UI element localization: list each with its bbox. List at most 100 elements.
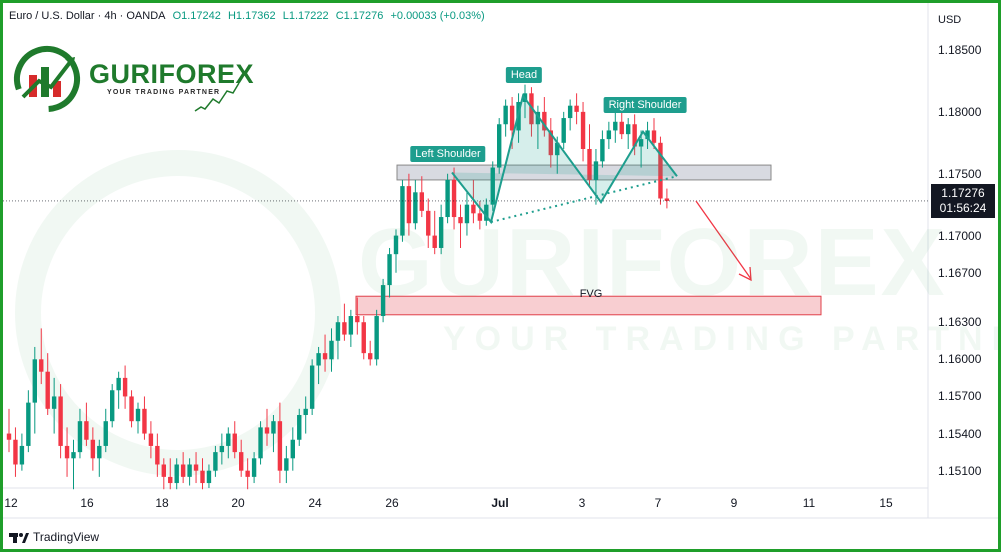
fvg-label: FVG bbox=[579, 288, 603, 300]
candle bbox=[471, 179, 476, 224]
candle-body bbox=[438, 217, 444, 248]
candle bbox=[664, 188, 670, 209]
logo-tagline: YOUR TRADING PARTNER bbox=[107, 89, 221, 96]
candle bbox=[613, 111, 618, 143]
currency-label: USD bbox=[938, 14, 962, 26]
candle-body bbox=[342, 322, 347, 335]
target-arrow-line bbox=[695, 200, 752, 280]
candle-body bbox=[600, 139, 605, 162]
candle-body bbox=[380, 285, 386, 317]
candle-body bbox=[361, 322, 366, 354]
price-tick: 1.18000 bbox=[938, 104, 982, 119]
candle-body bbox=[348, 316, 354, 335]
candle-body bbox=[110, 390, 115, 422]
candle-body bbox=[213, 452, 218, 471]
candle-body bbox=[39, 359, 44, 372]
candle-body bbox=[45, 371, 50, 409]
candle-body bbox=[606, 130, 612, 140]
price-tick: 1.15400 bbox=[938, 426, 982, 441]
candle-body bbox=[58, 396, 63, 446]
candle bbox=[451, 167, 457, 230]
candle-body bbox=[84, 421, 89, 440]
candle-body bbox=[155, 445, 160, 465]
candle bbox=[309, 359, 315, 416]
ohlc-low: L1.17222 bbox=[282, 10, 329, 22]
candle bbox=[213, 445, 218, 477]
candle bbox=[110, 384, 115, 428]
candle-body bbox=[51, 396, 57, 409]
candle bbox=[187, 458, 192, 486]
candle bbox=[271, 415, 276, 453]
symbol-header: Euro / U.S. Dollar · 4h · OANDA O1.17242… bbox=[9, 10, 489, 22]
candle-body bbox=[613, 121, 618, 131]
candle-body bbox=[258, 427, 263, 459]
candle-body bbox=[13, 439, 18, 465]
candle bbox=[342, 303, 347, 341]
watermark-tagline: YOUR TRADING PARTNER bbox=[443, 320, 1001, 358]
symbol-title[interactable]: Euro / U.S. Dollar · 4h · OANDA bbox=[9, 10, 166, 22]
candle-body bbox=[26, 402, 31, 446]
candle-body bbox=[32, 359, 37, 403]
candle-body bbox=[587, 148, 592, 180]
candle bbox=[32, 346, 37, 434]
candle-body bbox=[142, 408, 147, 434]
time-tick: 11 bbox=[802, 496, 816, 510]
tradingview-label: TradingView bbox=[33, 530, 100, 544]
candle-body bbox=[322, 353, 328, 360]
candle bbox=[587, 124, 592, 187]
candle bbox=[168, 458, 173, 490]
ohlc-high: H1.17362 bbox=[227, 10, 276, 22]
head-label[interactable]: Head bbox=[505, 67, 543, 83]
left-shoulder-label[interactable]: Left Shoulder bbox=[410, 146, 486, 162]
candle-body bbox=[193, 464, 199, 471]
candle bbox=[387, 247, 392, 298]
guriforex-logo-icon bbox=[14, 46, 240, 112]
candle bbox=[26, 390, 31, 453]
candle bbox=[503, 99, 508, 137]
candle-body bbox=[619, 121, 624, 135]
candle bbox=[303, 396, 308, 434]
candle bbox=[258, 421, 263, 465]
candle-body bbox=[567, 105, 573, 119]
candle-body bbox=[161, 464, 166, 477]
tradingview-brand[interactable]: TradingView bbox=[9, 530, 99, 544]
candle-body bbox=[116, 377, 121, 391]
right-shoulder-label[interactable]: Right Shoulder bbox=[603, 97, 687, 113]
candle-body bbox=[239, 452, 244, 471]
candle-body bbox=[555, 142, 560, 156]
price-tick: 1.16300 bbox=[938, 315, 982, 330]
candle bbox=[277, 402, 283, 484]
candle bbox=[116, 371, 121, 409]
candle bbox=[161, 458, 166, 490]
candle-body bbox=[451, 179, 457, 218]
candle-body bbox=[477, 213, 483, 221]
candle-body bbox=[277, 421, 283, 471]
candle bbox=[645, 121, 650, 149]
candle-body bbox=[251, 458, 257, 477]
candle bbox=[297, 408, 302, 446]
candle-body bbox=[303, 408, 308, 416]
candle bbox=[19, 433, 25, 471]
candle-body bbox=[651, 130, 657, 143]
candle bbox=[406, 173, 412, 236]
candle-body bbox=[219, 445, 225, 453]
candle-body bbox=[77, 421, 83, 453]
candle bbox=[180, 452, 186, 484]
candle-body bbox=[174, 464, 179, 484]
candle-body bbox=[419, 192, 424, 211]
candle bbox=[6, 408, 12, 453]
candle bbox=[438, 204, 444, 255]
time-tick: Jul bbox=[491, 496, 509, 510]
candle bbox=[122, 365, 128, 409]
candle bbox=[484, 198, 489, 226]
candle-body bbox=[632, 124, 637, 147]
candle bbox=[329, 328, 334, 372]
logo-name: GURIFOREX bbox=[89, 59, 255, 89]
candle-body bbox=[71, 452, 76, 459]
candle-body bbox=[290, 439, 295, 459]
candle bbox=[77, 408, 83, 459]
watermark-name: GURIFOREX bbox=[358, 209, 947, 316]
candle-body bbox=[561, 118, 566, 143]
candle bbox=[155, 433, 160, 477]
chart-canvas[interactable] bbox=[3, 3, 998, 549]
